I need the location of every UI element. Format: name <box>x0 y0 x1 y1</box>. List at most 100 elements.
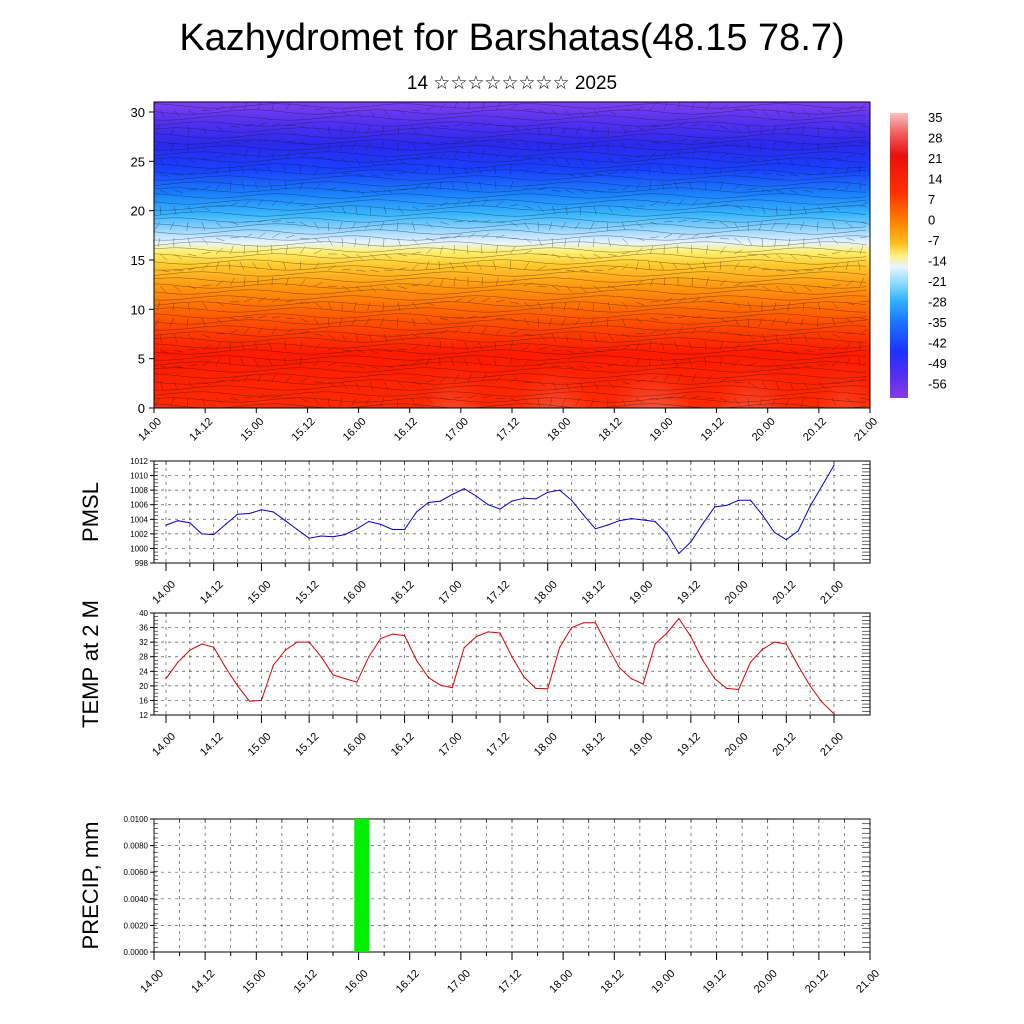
heatmap-x-tick-label: 16.12 <box>392 416 420 444</box>
colorbar-label: 0 <box>928 213 935 228</box>
precip-x-tick-label: 17.12 <box>496 968 524 996</box>
colorbar-label: -35 <box>928 315 947 330</box>
temp-x-tick-label: 16.12 <box>389 731 417 759</box>
temp-x-tick-label: 17.12 <box>484 731 512 759</box>
pmsl-y-tick-label: 998 <box>135 559 149 568</box>
colorbar-label: 14 <box>928 172 942 187</box>
temp-y-tick-label: 36 <box>139 624 148 633</box>
temp-y-tick-label: 16 <box>139 696 148 705</box>
temp-x-tick-label: 16.00 <box>341 731 369 759</box>
heatmap-x-tick-label: 16.00 <box>341 416 369 444</box>
precip-x-tick-label: 20.00 <box>752 968 780 996</box>
heatmap-x-tick-label: 18.12 <box>596 416 624 444</box>
pmsl-x-tick-label: 18.12 <box>580 579 608 607</box>
colorbar <box>890 113 908 398</box>
temp-x-tick-label: 21.00 <box>818 731 846 759</box>
precip-grid <box>153 819 871 952</box>
chart-subtitle: 14 ☆☆☆☆☆☆☆☆ 2025 <box>406 73 618 94</box>
colorbar-label: -28 <box>928 295 947 310</box>
temp-y-tick-label: 40 <box>139 609 148 618</box>
temp-y-tick-label: 12 <box>139 711 148 720</box>
temp-x-tick-label: 19.00 <box>627 731 655 759</box>
precip-x-tick-label: 20.12 <box>803 968 831 996</box>
heatmap-x-tick-label: 19.00 <box>648 416 676 444</box>
heatmap-y-tick-label: 25 <box>131 154 145 169</box>
pmsl-series-line <box>165 465 835 555</box>
pmsl-x-tick-label: 20.12 <box>770 579 798 607</box>
pmsl-x-tick-label: 17.12 <box>484 579 512 607</box>
precip-x-tick-label: 15.12 <box>292 968 320 996</box>
temp-x-tick-label: 18.00 <box>532 731 560 759</box>
pmsl-x-tick-label: 18.00 <box>532 579 560 607</box>
temp-y-tick-label: 28 <box>139 653 148 662</box>
colorbar-label: -7 <box>928 233 940 248</box>
precip-x-tick-label: 14.12 <box>189 968 217 996</box>
precip-x-tick-label: 18.12 <box>598 968 626 996</box>
heatmap-x-tick-label: 18.00 <box>545 416 573 444</box>
pmsl-x-tick-label: 16.12 <box>389 579 417 607</box>
temp-x-tick-label: 15.12 <box>293 731 321 759</box>
heatmap-x-tick-label: 19.12 <box>699 416 727 444</box>
temp-x-tick-label: 15.00 <box>246 731 274 759</box>
precip-y-tick-label: 0.0000 <box>124 948 149 957</box>
temp-x-tick-label: 14.00 <box>150 731 178 759</box>
colorbar-label: 35 <box>928 110 942 125</box>
wind-barbs <box>154 102 870 408</box>
colorbar-label: -42 <box>928 336 947 351</box>
temp-y-tick-label: 32 <box>139 638 148 647</box>
heatmap-x-tick-label: 21.00 <box>852 416 880 444</box>
precip-y-axis-label: PRECIP, mm <box>78 822 103 950</box>
chart-title: Kazhydromet for Barshatas(48.15 78.7) <box>179 17 845 59</box>
precip-x-tick-label: 14.00 <box>138 968 166 996</box>
pmsl-x-tick-label: 17.00 <box>436 579 464 607</box>
temp-x-tick-label: 18.12 <box>580 731 608 759</box>
pmsl-x-tick-label: 14.00 <box>150 579 178 607</box>
pmsl-x-tick-label: 15.00 <box>246 579 274 607</box>
heatmap-y-tick-label: 10 <box>131 302 145 317</box>
heatmap-y-tick-label: 15 <box>131 253 145 268</box>
heatmap-x-tick-label: 14.00 <box>136 416 164 444</box>
heatmap-hot-cores <box>424 338 869 408</box>
precip-x-tick-label: 15.00 <box>240 968 268 996</box>
temp-series-line <box>165 617 835 715</box>
pmsl-y-tick-label: 1006 <box>130 501 148 510</box>
heatmap-x-tick-label: 17.12 <box>494 416 522 444</box>
colorbar-label: 21 <box>928 151 942 166</box>
temp-grid <box>154 613 870 715</box>
temp-x-tick-label: 14.12 <box>198 731 226 759</box>
temp-x-tick-label: 20.00 <box>723 731 751 759</box>
colorbar-label: 7 <box>928 192 935 207</box>
pmsl-x-tick-label: 15.12 <box>293 579 321 607</box>
pmsl-x-tick-label: 14.12 <box>198 579 226 607</box>
colorbar-label: -14 <box>928 254 947 269</box>
pmsl-x-tick-label: 19.12 <box>675 579 703 607</box>
colorbar-label: -49 <box>928 356 947 371</box>
precip-y-tick-label: 0.0040 <box>124 895 149 904</box>
precip-y-tick-label: 0.0080 <box>124 842 149 851</box>
precip-x-tick-label: 16.12 <box>394 968 422 996</box>
pmsl-x-tick-label: 20.00 <box>723 579 751 607</box>
pmsl-y-tick-label: 1002 <box>130 530 148 539</box>
pmsl-y-tick-label: 1010 <box>130 472 148 481</box>
heatmap-x-tick-label: 15.12 <box>290 416 318 444</box>
precip-x-tick-label: 17.00 <box>445 968 473 996</box>
temp-y-axis-label: TEMP at 2 M <box>78 600 103 728</box>
temp-y-tick-label: 24 <box>139 667 148 676</box>
heatmap-x-tick-label: 14.12 <box>187 416 215 444</box>
pmsl-y-tick-label: 1008 <box>130 486 148 495</box>
pmsl-y-axis-label: PMSL <box>78 482 103 542</box>
precip-x-tick-label: 19.12 <box>701 968 729 996</box>
precip-x-tick-label: 18.00 <box>547 968 575 996</box>
heatmap-y-tick-label: 30 <box>131 105 145 120</box>
heatmap-x-tick-label: 20.00 <box>750 416 778 444</box>
precip-x-tick-label: 19.00 <box>650 968 678 996</box>
pmsl-x-tick-label: 21.00 <box>818 579 846 607</box>
pmsl-x-tick-label: 19.00 <box>627 579 655 607</box>
heatmap-x-tick-label: 15.00 <box>238 416 266 444</box>
colorbar-label: -21 <box>928 274 947 289</box>
precip-y-tick-label: 0.0060 <box>124 868 149 877</box>
heatmap-x-tick-label: 20.12 <box>801 416 829 444</box>
colorbar-label: 28 <box>928 131 942 146</box>
pmsl-x-tick-label: 16.00 <box>341 579 369 607</box>
